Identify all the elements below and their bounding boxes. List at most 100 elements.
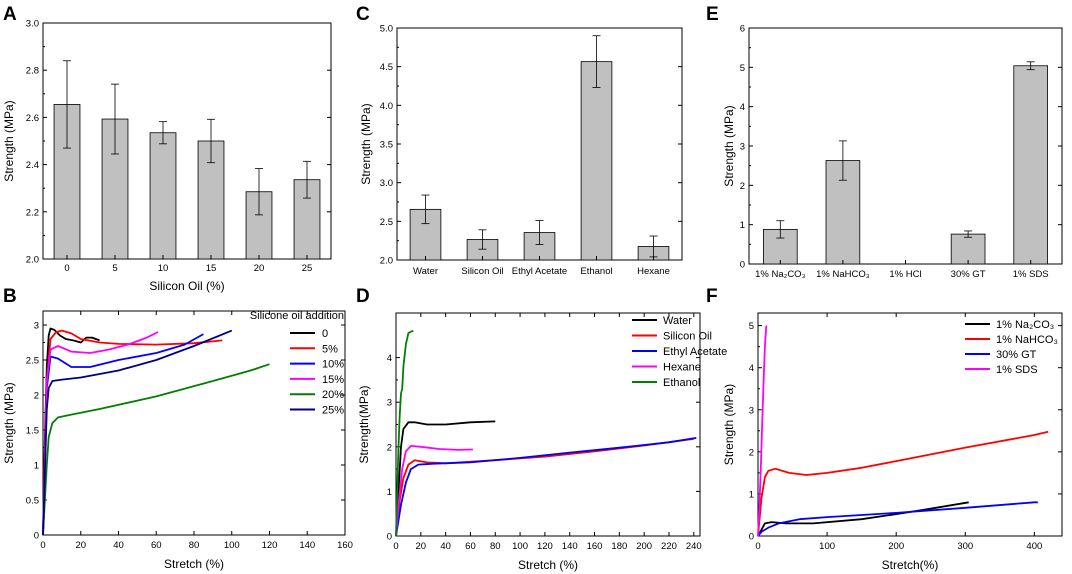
panel-a-x-tick-label-5: 5 [112, 263, 117, 274]
panel-b-y-tick-label: 1 [34, 461, 39, 472]
panel-e-y-tick-label: 3 [740, 142, 745, 153]
panel-f-y-tick-label: 5 [749, 321, 754, 332]
panel-e-bar-1-sds [1013, 65, 1049, 265]
panel-a-y-tick-label: 2.2 [26, 207, 39, 218]
panel-a-x-tick-label-15: 15 [206, 263, 217, 274]
panel-b-legend-label-0: 0 [322, 328, 328, 340]
panel-b-legend-label-10: 10% [322, 359, 344, 371]
panel-d-x-tick-label: 80 [490, 541, 501, 552]
panel-d-x-tick-label: 60 [465, 541, 476, 552]
panel-c-x-tick-label-water: Water [413, 266, 438, 277]
panel-c-bar-ethanol [580, 61, 613, 261]
panel-f-y-tick-label: 2 [749, 447, 754, 458]
panel-e-y-tick-label: 6 [740, 24, 745, 35]
panel-c-x-tick-label-ethanol: Ethanol [580, 266, 612, 277]
panel-b-y-tick-label: 2 [34, 391, 39, 402]
panel-d-y-axis-title: Strength(MPa) [357, 385, 371, 463]
panel-f-axes-frame [757, 312, 1063, 537]
panel-d-x-tick-label: 100 [512, 541, 528, 552]
panel-f-additive-stress-strain: 0 1 2 3 4 5 0 100 200 300 400 1% Na₂CO₃ 1% NaHCO₃ 30%… [722, 312, 1063, 572]
panel-b-y-tick-label: 0 [34, 531, 39, 542]
panel-e-y-tick-label: 2 [740, 181, 745, 192]
panel-d-x-tick-label: 0 [393, 541, 398, 552]
panel-b-x-tick-label: 0 [40, 540, 45, 551]
panel-e-y-tick-label: 1 [740, 220, 745, 231]
panel-d-x-tick-label: 200 [636, 541, 652, 552]
panel-c-y-tick-label: 2.5 [380, 217, 393, 228]
panel-d-legend-label-ethyl-acetate: Ethyl Acetate [663, 346, 727, 358]
panel-d-legend-label-hexane: Hexane [663, 362, 701, 374]
panel-a-y-tick-label: 2.4 [26, 160, 39, 171]
panel-d-legend-label-ethanol: Ethanol [663, 377, 700, 389]
panel-letter-c: C [356, 4, 370, 25]
panel-e-y-tick-label: 0 [740, 260, 745, 271]
panel-d-x-axis-title: Stretch (%) [518, 558, 578, 572]
panel-b-series-line-0 [42, 327, 100, 536]
panel-b-series-line-25 [42, 329, 233, 536]
panel-d-y-tick-label: 0 [387, 532, 392, 543]
panel-c-x-tick-label-hexane: Hexane [637, 266, 670, 277]
panel-f-x-tick-label: 300 [957, 541, 973, 552]
panel-letter-a: A [3, 4, 17, 25]
panel-f-y-tick-label: 0 [749, 532, 754, 543]
panel-f-legend-label-1-nahco: 1% NaHCO₃ [996, 334, 1058, 346]
panel-b-series-line-5 [42, 329, 223, 536]
panel-a-y-tick-label: 2.6 [26, 113, 39, 124]
panel-d-x-tick-label: 240 [686, 541, 702, 552]
panel-b-axes-frame [42, 310, 346, 536]
panel-d-y-tick-label: 1 [387, 487, 392, 498]
panel-d-x-tick-label: 140 [562, 541, 578, 552]
panel-f-series-line-1-sds [757, 325, 768, 537]
panel-d-y-tick-label: 2 [387, 442, 392, 453]
panel-f-x-tick-label: 0 [755, 541, 760, 552]
panel-c-y-tick-label: 3.5 [380, 140, 393, 151]
panel-f-legend-label-1-na-co: 1% Na₂CO₃ [996, 319, 1054, 331]
panel-b-x-tick-label: 100 [224, 540, 240, 551]
panel-a-y-axis-title: Strength (MPa) [2, 100, 16, 181]
panel-d-series-line-ethyl-acetate [395, 437, 697, 537]
panel-d-x-tick-label: 40 [440, 541, 451, 552]
panel-c-y-tick-label: 4.5 [380, 62, 393, 73]
panel-b-x-tick-label: 80 [189, 540, 200, 551]
panel-e-x-tick-label-1-nahco: 1% NaHCO₃ [816, 269, 870, 280]
panel-b-x-tick-label: 140 [299, 540, 315, 551]
panel-b-y-tick-label: 3 [34, 321, 39, 332]
panel-c-y-tick-label: 5.0 [380, 24, 393, 35]
panel-d-series-line-hexane [395, 445, 473, 537]
panel-f-legend-label-30-gt: 30% GT [996, 349, 1037, 361]
panel-f-x-axis-title: Stretch(%) [882, 558, 939, 572]
panel-a-bar-10 [149, 132, 177, 260]
panel-b-y-tick-label: 1.5 [26, 426, 39, 437]
panel-e-y-tick-label: 4 [740, 102, 745, 113]
panel-d-x-tick-label: 220 [661, 541, 677, 552]
panel-letter-e: E [706, 4, 719, 25]
panel-a-axes-frame [42, 22, 332, 260]
panel-b-legend-label-5: 5% [322, 343, 338, 355]
panel-d-series-line-ethanol [395, 329, 414, 537]
panel-b-x-tick-label: 40 [113, 540, 124, 551]
panel-e-additive-bar-chart: 0 1 2 3 4 5 6 1% Na₂CO₃ 1% NaHCO₃ 1% HCl 30% GT 1% … [722, 24, 1063, 280]
panel-a-x-tick-label-0: 0 [64, 263, 69, 274]
panel-d-y-tick-label: 4 [387, 353, 392, 364]
panel-d-x-tick-label: 120 [537, 541, 553, 552]
panel-b-x-tick-label: 20 [75, 540, 86, 551]
panel-b-x-tick-label: 60 [151, 540, 162, 551]
panel-a-x-tick-label-10: 10 [158, 263, 169, 274]
panel-f-y-tick-label: 3 [749, 405, 754, 416]
panel-f-series-line-1-nahco [757, 430, 1049, 537]
panel-b-y-tick-label: 0.5 [26, 496, 39, 507]
panel-b-legend-label-20: 20% [322, 389, 344, 401]
panel-f-series-line-1-na-co [757, 501, 969, 537]
panel-e-x-tick-label-30-gt: 30% GT [951, 269, 986, 280]
panel-f-y-tick-label: 1 [749, 489, 754, 500]
panel-letter-d: D [356, 286, 370, 307]
panel-d-x-tick-label: 180 [611, 541, 627, 552]
panel-d-series-line-silicon-oil [395, 437, 694, 537]
panel-c-solvent-bar-chart: 2.0 2.5 3.0 3.5 4.0 4.5 5.0 Water Silicon Oil Eth… [359, 24, 683, 277]
panel-f-series-line-30-gt [757, 501, 1038, 537]
panel-b-series-line-15 [42, 331, 159, 536]
panel-c-y-axis-title: Strength (MPa) [359, 103, 373, 184]
panel-e-x-tick-label-1-na-co: 1% Na₂CO₃ [755, 269, 805, 280]
panel-a-y-tick-label: 2.0 [26, 255, 39, 266]
panel-a-y-tick-label: 3.0 [26, 19, 39, 30]
